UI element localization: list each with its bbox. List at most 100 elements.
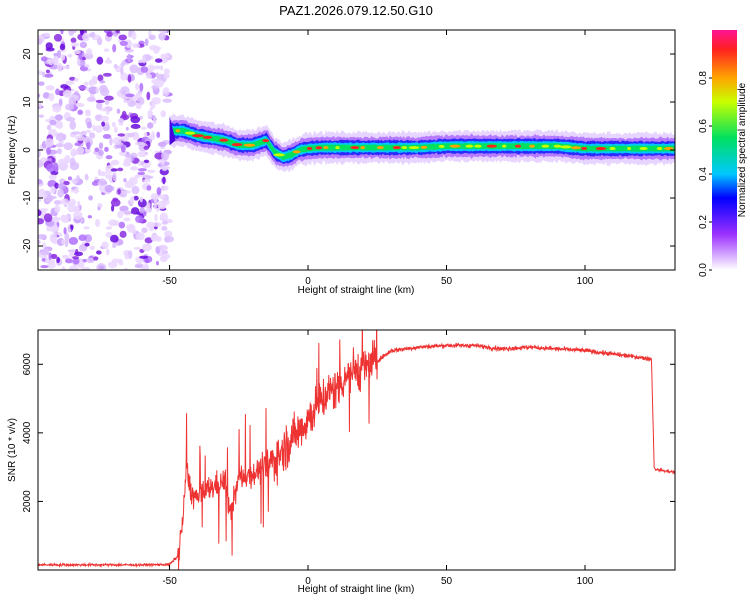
- track-hotspot: [202, 135, 213, 139]
- noise-blob: [83, 226, 90, 230]
- track-hotspot: [420, 145, 428, 149]
- noise-blob: [62, 254, 70, 260]
- noise-blob: [39, 208, 49, 212]
- track-hotspot: [570, 146, 581, 150]
- noise-blob: [131, 229, 137, 235]
- track-hotspot: [306, 146, 313, 150]
- noise-blob: [139, 196, 143, 203]
- noise-blob: [133, 195, 139, 201]
- noise-blob: [48, 252, 52, 261]
- noise-blob: [43, 73, 54, 78]
- noise-blob: [137, 168, 147, 172]
- noise-blob: [75, 146, 85, 156]
- noise-blob: [147, 110, 153, 115]
- noise-blob: [45, 85, 55, 91]
- noise-blob: [38, 192, 48, 199]
- noise-blob: [70, 42, 80, 47]
- noise-blob: [65, 80, 75, 85]
- noise-blob: [142, 178, 151, 183]
- noise-blob: [115, 30, 120, 34]
- noise-blob: [110, 168, 118, 172]
- noise-blob: [68, 265, 79, 270]
- noise-blob: [139, 82, 144, 92]
- y-tick-label: -10: [22, 190, 33, 205]
- noise-blob: [119, 205, 129, 212]
- noise-blob: [67, 249, 77, 253]
- colorbar: 0.0 0.2 0.4 0.6 0.8 Normalized spectral ampl…: [698, 30, 748, 277]
- chart-title: PAZ1.2026.079.12.50.G10: [279, 3, 433, 18]
- noise-blob: [38, 178, 43, 185]
- noise-blob: [47, 195, 57, 200]
- track-hotspot: [514, 144, 522, 148]
- noise-blob: [69, 120, 77, 130]
- noise-blob: [86, 257, 95, 264]
- noise-blob: [130, 123, 141, 129]
- noise-blob: [60, 53, 66, 61]
- colorbar-gradient: [712, 30, 737, 270]
- noise-blob: [119, 40, 128, 46]
- noise-blob: [131, 207, 140, 215]
- noise-blob: [87, 215, 93, 219]
- noise-blob: [154, 213, 158, 222]
- noise-blob: [70, 30, 77, 34]
- noise-blob: [104, 99, 110, 105]
- noise-blob: [98, 142, 104, 149]
- noise-blob: [140, 126, 147, 130]
- noise-blob: [88, 195, 93, 201]
- track-hotspot: [408, 146, 420, 150]
- track-hotspot: [175, 129, 181, 133]
- noise-blob: [52, 105, 62, 113]
- track-hotspot: [465, 144, 474, 148]
- noise-blob: [84, 64, 90, 68]
- noise-blob: [79, 51, 83, 61]
- track-hotspot: [553, 144, 562, 148]
- track-hotspot: [474, 144, 482, 148]
- snr-xlabel: Height of straight line (km): [298, 584, 415, 595]
- noise-blob: [146, 202, 151, 210]
- spectrogram-noise-region: [38, 30, 174, 270]
- noise-blob: [92, 124, 96, 132]
- noise-blob: [54, 166, 59, 173]
- track-hotspot: [609, 147, 616, 151]
- track-hotspot: [560, 145, 572, 149]
- noise-blob: [161, 226, 168, 231]
- noise-blob: [147, 169, 156, 173]
- noise-blob: [38, 197, 42, 203]
- noise-blob: [125, 126, 129, 131]
- noise-blob: [64, 258, 73, 264]
- noise-blob: [48, 259, 56, 265]
- noise-blob: [143, 145, 150, 150]
- noise-blob: [110, 198, 121, 207]
- noise-blob: [130, 116, 141, 124]
- noise-blob: [102, 126, 110, 132]
- noise-blob: [109, 234, 119, 243]
- noise-blob: [83, 81, 89, 87]
- noise-blob: [101, 121, 106, 127]
- noise-blob: [160, 53, 170, 59]
- track-hotspot: [663, 147, 674, 151]
- noise-blob: [118, 258, 123, 263]
- noise-blob: [135, 83, 140, 91]
- noise-blob: [147, 64, 155, 73]
- noise-blob: [60, 84, 69, 89]
- noise-blob: [128, 30, 133, 38]
- noise-blob: [117, 210, 124, 219]
- noise-blob: [63, 142, 73, 151]
- noise-blob: [60, 30, 64, 35]
- track-hotspot: [438, 144, 445, 148]
- noise-blob: [97, 206, 101, 211]
- track-hotspot: [392, 146, 401, 150]
- noise-blob: [64, 239, 69, 248]
- noise-blob: [152, 65, 162, 70]
- track-hotspot: [595, 147, 607, 151]
- noise-blob: [153, 79, 164, 88]
- x-tick-label: -50: [162, 576, 177, 587]
- noise-blob: [120, 145, 126, 153]
- noise-blob: [145, 207, 152, 213]
- y-tick-label: -20: [22, 238, 33, 253]
- noise-blob: [122, 161, 131, 167]
- noise-blob: [84, 147, 92, 153]
- noise-blob: [88, 86, 99, 95]
- noise-blob: [38, 188, 46, 195]
